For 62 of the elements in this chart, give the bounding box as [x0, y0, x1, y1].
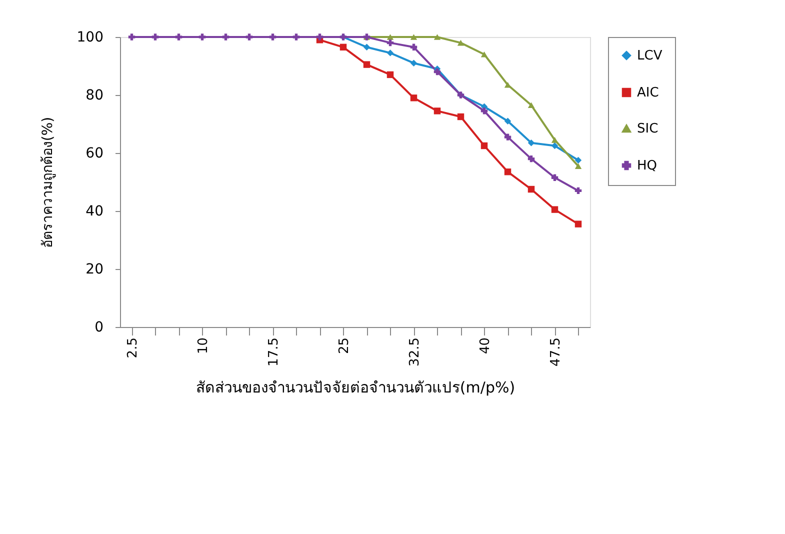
point — [246, 34, 253, 40]
point — [386, 39, 394, 46]
point — [434, 34, 441, 40]
point — [222, 34, 230, 40]
y-axis-title: อัตราความถูกต้อง(%) — [40, 116, 56, 248]
point — [551, 206, 558, 213]
point — [457, 113, 464, 120]
legend-label: HQ — [637, 158, 658, 174]
point — [504, 134, 512, 140]
point — [152, 34, 159, 40]
point — [457, 40, 464, 46]
point — [480, 51, 488, 58]
point — [480, 142, 488, 150]
x-tick-label: 10 — [196, 338, 211, 354]
point — [410, 34, 418, 40]
point — [504, 168, 512, 176]
x-axis-title: สัดส่วนของจำนวนปัจจัยต่อจำนวนตัวแปร(m/p%) — [196, 378, 516, 396]
point — [363, 44, 370, 51]
point — [528, 186, 535, 193]
point — [292, 34, 300, 40]
point — [128, 34, 136, 40]
point — [528, 102, 535, 108]
point — [410, 94, 418, 102]
point — [340, 44, 347, 51]
x-tick-label: 32.5 — [407, 338, 422, 366]
point — [386, 34, 394, 40]
y-tick-label: 100 — [76, 30, 104, 46]
point — [386, 71, 394, 78]
y-tick-label: 80 — [86, 88, 104, 104]
point — [574, 220, 582, 228]
point — [410, 44, 418, 51]
point — [175, 34, 182, 40]
legend-label: SIC — [637, 122, 658, 136]
y-tick-label: 0 — [94, 320, 104, 336]
y-tick-label: 40 — [86, 204, 104, 220]
x-tick-label: 25 — [336, 338, 352, 354]
x-tick-label: 40 — [478, 338, 493, 354]
point — [480, 108, 488, 114]
point — [363, 61, 370, 68]
point — [434, 108, 441, 114]
point — [504, 118, 512, 124]
point — [528, 155, 535, 162]
point — [551, 142, 558, 150]
point — [410, 60, 418, 66]
point — [386, 50, 394, 56]
point — [269, 34, 276, 40]
y-tick-label: 20 — [86, 262, 104, 278]
point — [574, 156, 582, 164]
legend-label: AIC — [637, 86, 659, 100]
point — [528, 139, 535, 146]
point — [574, 187, 582, 194]
point — [574, 163, 582, 169]
point — [551, 137, 558, 143]
point — [551, 174, 558, 182]
y-tick-label: 60 — [86, 146, 104, 162]
x-tick-label: 17.5 — [266, 338, 282, 366]
point — [316, 34, 324, 40]
x-tick-label: 2.5 — [125, 338, 140, 358]
point — [434, 68, 441, 76]
point — [198, 34, 206, 40]
legend-label: LCV — [637, 48, 662, 64]
x-tick-label: 47.5 — [548, 338, 564, 366]
